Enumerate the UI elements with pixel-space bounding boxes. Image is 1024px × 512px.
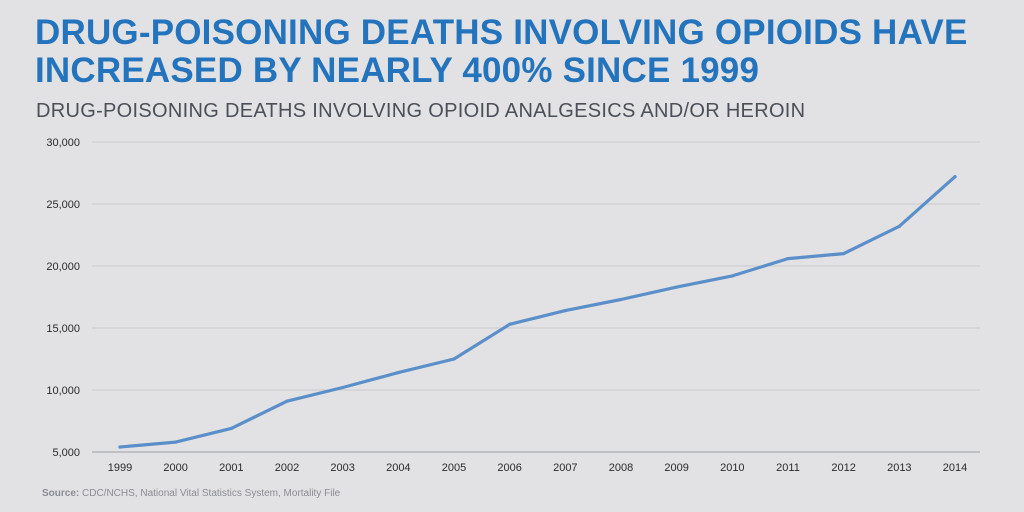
series-group (118, 175, 957, 449)
y-tick-label: 25,000 (46, 199, 80, 211)
chart-title-line-2: INCREASED BY NEARLY 400% SINCE 1999 (35, 51, 760, 90)
x-tick-label: 2004 (386, 462, 410, 474)
y-tick-label: 20,000 (46, 261, 80, 273)
data-point (508, 322, 512, 326)
x-tick-label: 2001 (219, 462, 243, 474)
x-tick-label: 2000 (163, 462, 187, 474)
y-tick-label: 30,000 (46, 137, 80, 149)
data-point (341, 385, 345, 390)
data-point (563, 309, 567, 313)
x-tick-label: 2011 (776, 462, 800, 474)
y-tick-label: 15,000 (46, 323, 80, 335)
data-point (953, 175, 957, 179)
chart-title-line-1: DRUG-POISONING DEATHS INVOLVING OPIOIDS … (35, 13, 968, 52)
y-axis-ticks: 5,000 10,000 15,000 20,000 25,000 30,000 (46, 137, 80, 459)
x-tick-label: 2009 (664, 462, 688, 474)
x-axis-ticks: 1999 2000 2001 2002 2003 2004 2005 2006 2007 2008… (108, 462, 967, 474)
x-tick-label: 2002 (275, 462, 299, 474)
x-tick-label: 2003 (330, 462, 354, 474)
x-tick-label: 1999 (108, 462, 132, 474)
data-point (786, 256, 790, 261)
data-point (730, 274, 734, 278)
data-point (897, 224, 901, 228)
x-tick-label: 2010 (720, 462, 744, 474)
y-tick-label: 10,000 (46, 385, 80, 397)
source-label: Source: (42, 488, 80, 499)
data-point (452, 357, 456, 361)
gridlines (92, 141, 980, 453)
source-text: CDC/NCHS, National Vital Statistics Syst… (82, 488, 341, 499)
data-point (174, 440, 178, 444)
x-tick-label: 2008 (609, 462, 633, 474)
chart-title: DRUG-POISONING DEATHS INVOLVING OPIOIDS … (35, 14, 1015, 90)
data-point (285, 399, 289, 403)
x-tick-label: 2014 (943, 462, 967, 474)
data-point (842, 252, 846, 256)
x-tick-label: 2012 (831, 462, 855, 474)
x-tick-label: 2006 (497, 462, 521, 474)
chart-subtitle: DRUG-POISONING DEATHS INVOLVING OPIOID A… (36, 100, 806, 122)
data-point (396, 371, 400, 375)
source-note: Source: CDC/NCHS, National Vital Statist… (42, 488, 340, 499)
y-tick-label: 5,000 (52, 447, 80, 459)
data-point (229, 426, 233, 431)
data-point (118, 445, 122, 449)
series-line (118, 175, 957, 449)
data-point (619, 297, 623, 302)
x-tick-label: 2013 (887, 462, 911, 474)
x-tick-label: 2007 (553, 462, 577, 474)
data-point (675, 285, 679, 289)
x-tick-label: 2005 (442, 462, 466, 474)
